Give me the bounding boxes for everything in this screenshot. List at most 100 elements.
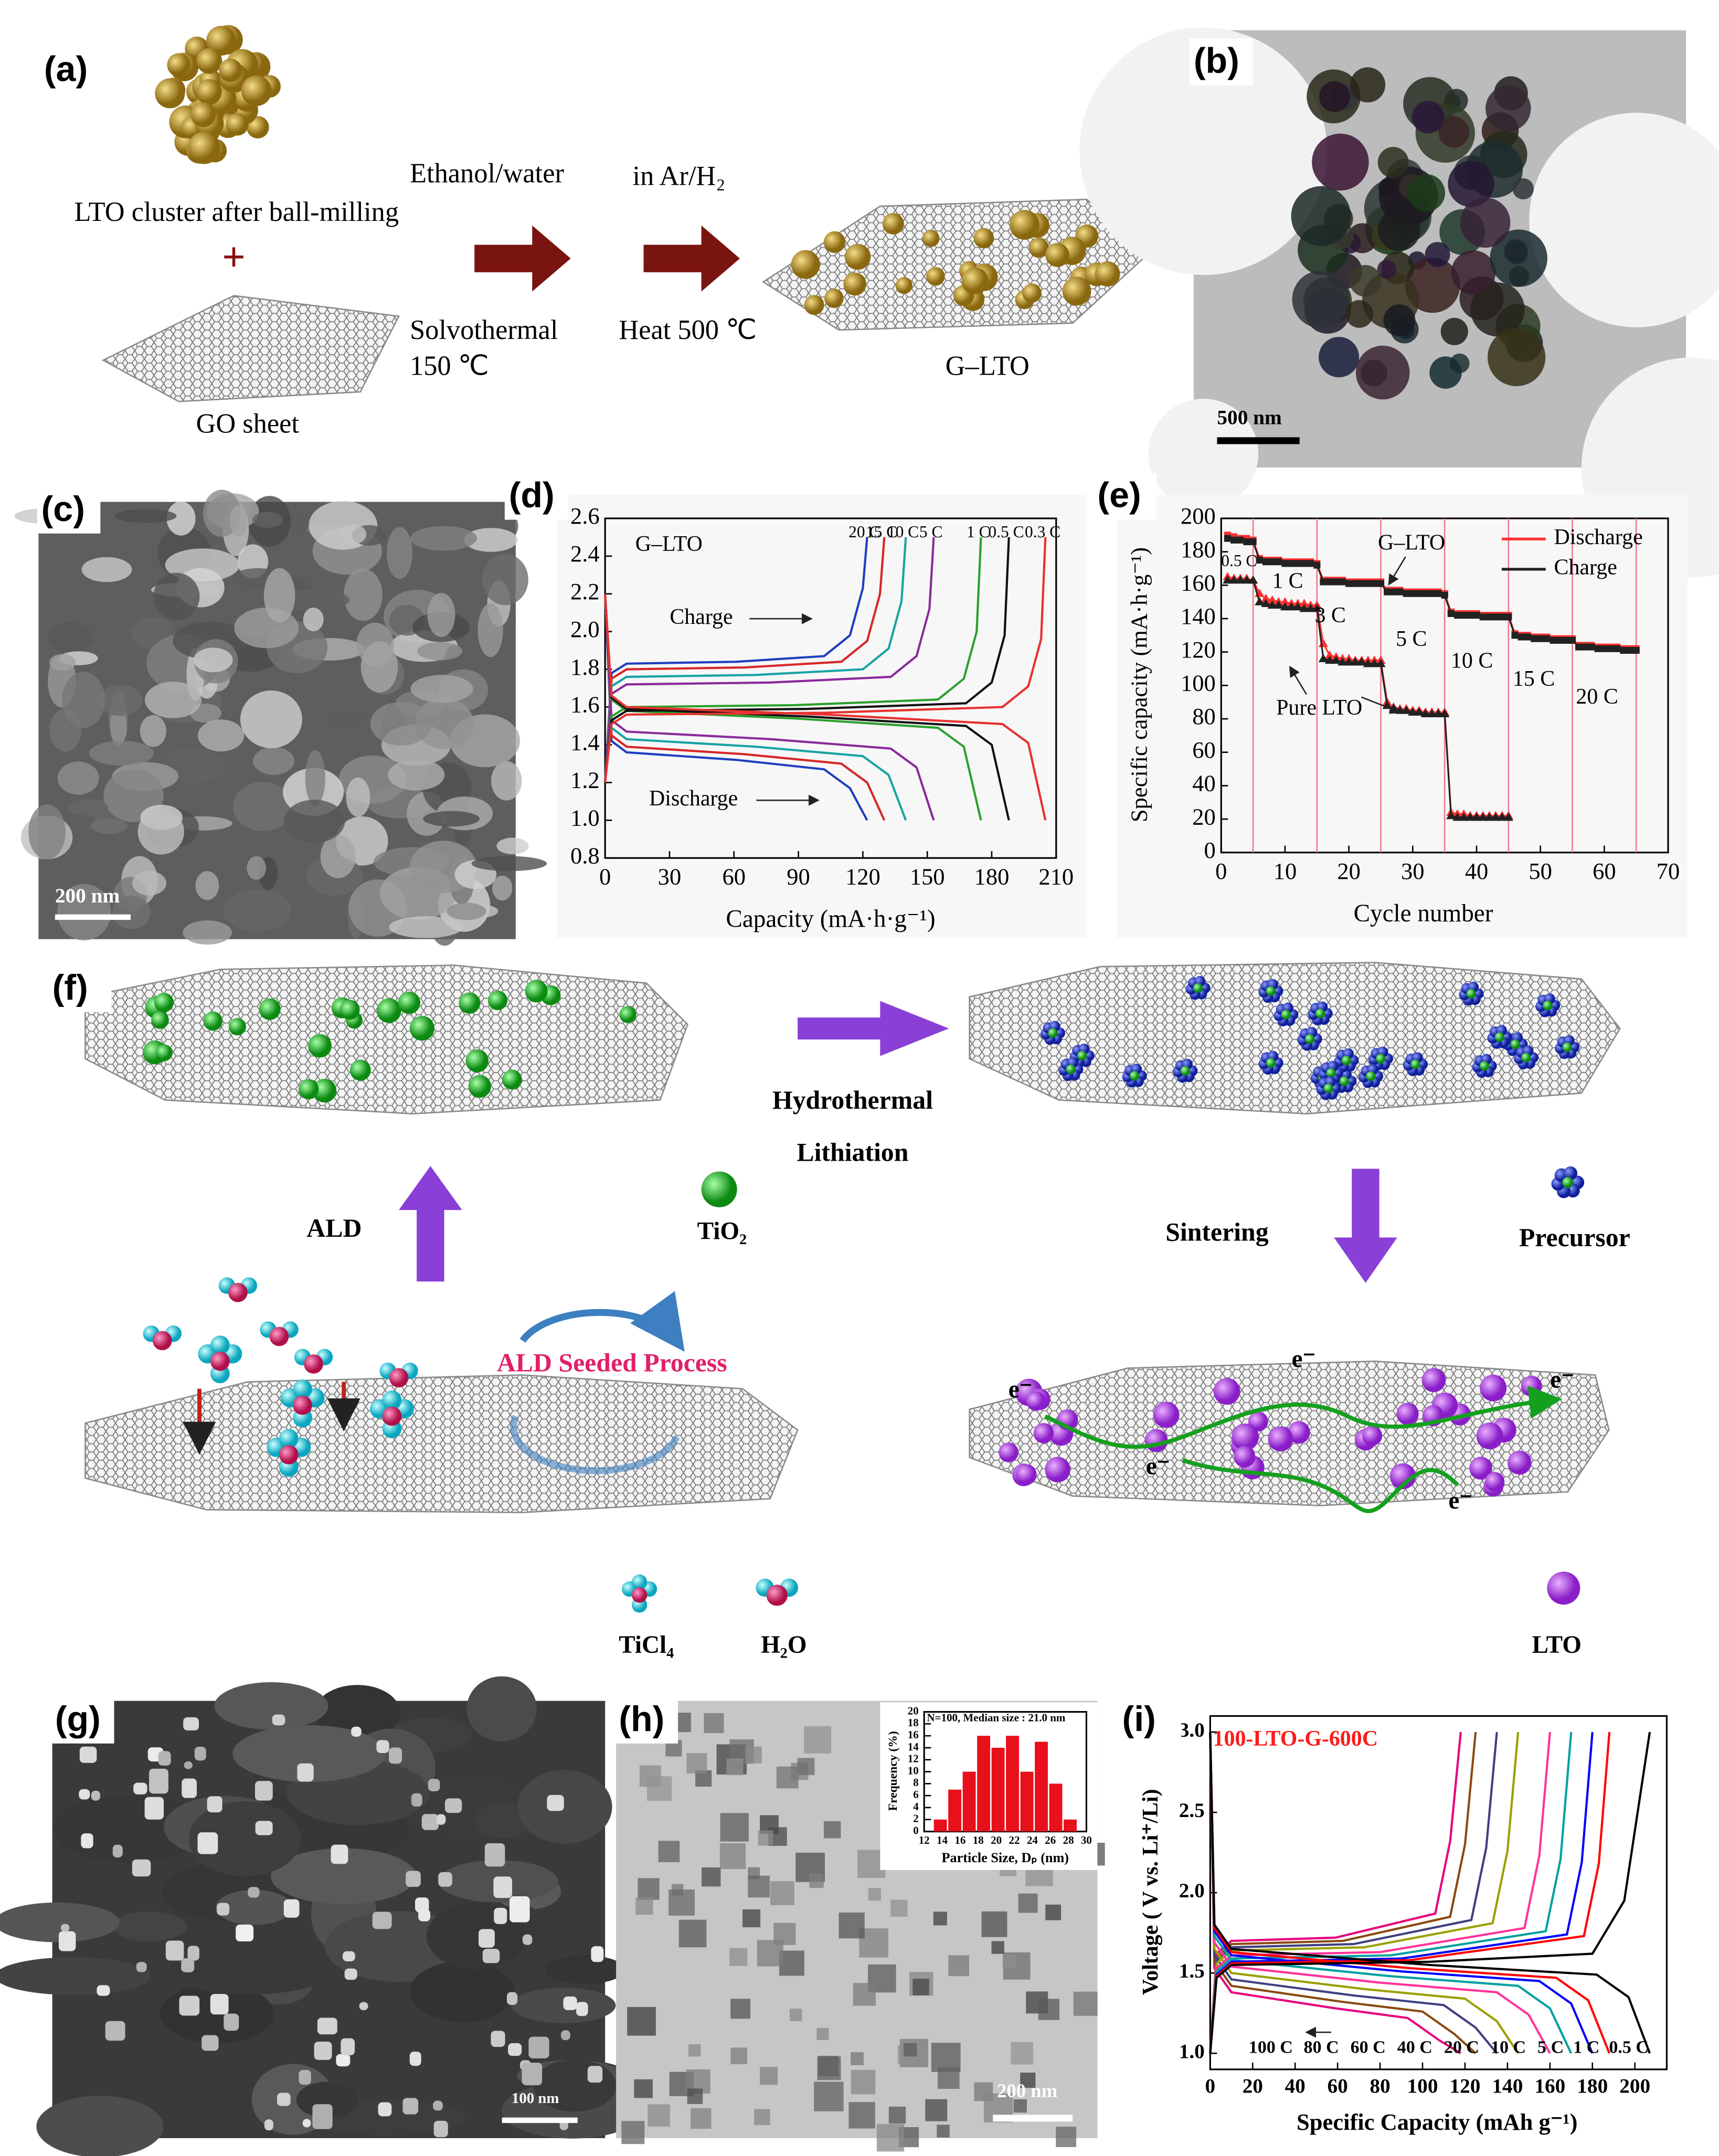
x-tick-label: 70: [1657, 858, 1680, 884]
x-tick-label: 30: [1081, 1834, 1092, 1846]
label: 100 nm: [512, 2090, 559, 2107]
lto-particle: [1153, 1401, 1180, 1428]
grain: [464, 528, 518, 552]
lto-particle: [926, 267, 945, 286]
histogram-bar: [962, 1771, 976, 1832]
x-tick-label: 14: [937, 1834, 948, 1846]
particle: [91, 1790, 101, 1801]
x-tick-label: 80: [1370, 2074, 1390, 2097]
particle: [720, 1813, 749, 1842]
marker: [1339, 578, 1346, 586]
molecule-atom: [152, 1331, 172, 1351]
marker: [1332, 578, 1340, 586]
particle: [58, 1931, 76, 1951]
particle: [560, 2030, 570, 2041]
particle: [149, 1768, 168, 1794]
particle: [547, 1794, 564, 1811]
marker: [1376, 659, 1386, 667]
grain: [247, 856, 267, 880]
lto-particle: [1234, 1446, 1256, 1468]
marker: [1452, 812, 1462, 821]
x-tick-label: 90: [787, 864, 810, 890]
y-tick-label: 1.2: [570, 767, 600, 793]
y-tick-label: 2: [913, 1812, 918, 1825]
particle: [418, 1909, 431, 1921]
particle: [508, 2043, 522, 2056]
process-arrow: [1334, 1169, 1397, 1283]
particle: [187, 1946, 199, 1961]
x-tick-label: 26: [1045, 1834, 1056, 1846]
particle: [1319, 337, 1360, 378]
texture: [296, 2081, 359, 2118]
particle: [402, 2098, 419, 2115]
y-tick-label: 180: [1181, 536, 1216, 562]
rate-label: 5 C: [1537, 2037, 1564, 2057]
y-tick-label: 1.5: [1179, 1959, 1205, 1982]
precursor-atom: [1266, 1058, 1276, 1068]
label: ALD Seeded Process: [497, 1348, 727, 1377]
label: ALD: [306, 1214, 362, 1242]
y-tick-label: 200: [1181, 503, 1216, 529]
particle: [491, 2031, 505, 2047]
label: Lithiation: [797, 1138, 908, 1167]
precursor-atom: [1077, 1050, 1087, 1061]
annotation: Discharge: [649, 787, 738, 811]
histogram-bar: [1064, 1819, 1077, 1832]
y-tick-label: 2.4: [570, 540, 600, 567]
particle: [264, 2119, 273, 2131]
particle: [687, 2088, 703, 2104]
label: 500 nm: [1217, 406, 1282, 429]
particle: [314, 2041, 332, 2060]
histogram-bar: [977, 1736, 991, 1832]
panel-label-bg: [1093, 473, 1157, 520]
x-axis-label: Capacity (mA·h·g⁻¹): [726, 906, 935, 933]
marker: [1614, 645, 1621, 652]
plot-frame: [1209, 1715, 1668, 2070]
particle: [635, 1897, 653, 1915]
marker: [1414, 707, 1424, 716]
legend-icon: [1547, 1571, 1580, 1605]
marker: [1281, 560, 1289, 567]
rate-label: 0.5 C: [1221, 551, 1257, 570]
series-line: [1209, 1732, 1594, 2054]
x-tick-label: 0: [599, 864, 611, 890]
grain: [132, 871, 167, 896]
marker: [1582, 643, 1589, 651]
particle: [421, 1814, 439, 1830]
label: GO sheet: [196, 408, 299, 439]
particle: [183, 1717, 199, 1730]
precursor-atom: [1466, 989, 1477, 999]
grain: [410, 675, 473, 703]
y-axis-label: Specific capacity (mA·h·g⁻¹): [1126, 547, 1152, 822]
marker: [1338, 657, 1347, 666]
particle: [302, 2119, 311, 2128]
particle: [79, 1789, 90, 1800]
histogram-bar: [1020, 1771, 1034, 1832]
x-tick-label: 60: [1593, 858, 1616, 884]
panel-label: (h): [619, 1699, 664, 1739]
precursor-atom: [1339, 1076, 1349, 1086]
grain: [415, 697, 474, 749]
inset-title: N=100, Median size : 21.0 nm: [927, 1711, 1065, 1724]
particle: [1011, 2042, 1034, 2065]
sphere: [465, 1049, 489, 1072]
precursor-atom: [1180, 1066, 1191, 1076]
lto-particle: [895, 277, 912, 294]
molecule-atom: [304, 1354, 323, 1374]
marker: [1229, 575, 1239, 584]
particle: [372, 1911, 392, 1929]
x-tick-label: 210: [1038, 864, 1074, 890]
particle: [112, 1844, 123, 1858]
lto-particle: [206, 26, 236, 56]
histogram-bar: [948, 1789, 962, 1832]
particle: [587, 2066, 603, 2083]
particle: [1451, 250, 1496, 295]
lto-particle: [1389, 1463, 1416, 1490]
particle: [217, 1903, 230, 1916]
y-tick-label: 2.0: [570, 616, 600, 642]
y-tick-label: 14: [908, 1740, 919, 1753]
grain: [386, 527, 413, 579]
particle: [528, 2036, 549, 2058]
particle: [789, 2009, 802, 2021]
